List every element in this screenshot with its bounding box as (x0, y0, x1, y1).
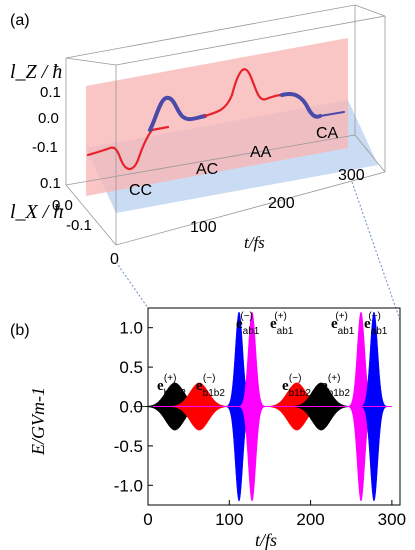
annotation-5: eb1b2(−) (282, 373, 311, 399)
annotation-2: eb1b2(−) (196, 373, 225, 399)
pulse-annotations: eb1b2(+) eb1b2(−) eab1(−) eab1(+) eb1b2(… (157, 311, 388, 399)
t-tick-label: 0 (110, 251, 119, 268)
y-tick-label: 0.0 (119, 398, 143, 417)
t-ticks-a: 0 100 200 300 (110, 167, 365, 268)
lz-tick-label: 0.1 (40, 84, 61, 101)
pulse-series (133, 311, 392, 502)
segment-label-ac: AC (196, 161, 218, 178)
panel-a-label: (a) (10, 12, 30, 29)
panel-b: (b) -1.0-0.50.00.51.00 100 200 300 E/GVm-1 … (10, 307, 406, 550)
lx-axis-label: l_X / ħ (10, 201, 63, 223)
y-axis-label-b: E/GVm-1 (28, 387, 48, 456)
annotation-6: eb1b2(+) (321, 373, 350, 399)
lx-ticks: 0.1 0.0 -0.1 (40, 175, 92, 234)
x-tick-label: 0 (143, 510, 152, 529)
angular-momentum-trajectory (86, 68, 345, 171)
t-axis-label-a: t/fs (244, 233, 265, 252)
projection-line-left (115, 261, 149, 309)
red-plane (86, 38, 348, 196)
annotation-8: eab1(−) (364, 311, 388, 337)
t-tick-label: 300 (338, 167, 365, 184)
box-frame (65, 4, 386, 246)
annotation-7: eab1(+) (331, 311, 355, 337)
lx-tick-label: 0.1 (40, 175, 61, 192)
segment-label-aa: AA (250, 144, 272, 161)
trajectory-aa (203, 68, 284, 118)
panel-b-label: (b) (10, 322, 30, 339)
lz-ticks: 0.1 0.0 -0.1 (32, 84, 61, 156)
lz-tick-label: 0.0 (38, 110, 59, 127)
axes-b: -1.0 -0.5 0.0 0.5 1.0 0 100 200 300 (114, 319, 406, 529)
y-tick-label: -0.5 (114, 437, 143, 456)
lx-tick-label: -0.1 (66, 217, 92, 234)
x-tick-label: 200 (296, 510, 324, 529)
segment-label-ca: CA (316, 125, 339, 142)
trajectory-tail (319, 111, 345, 117)
annotation-4: eab1(+) (270, 311, 294, 337)
lx-tick-label: 0.0 (52, 197, 73, 214)
panel-a: (a) 0.1 0.0 -0.1 l_Z / ħ (10, 4, 401, 321)
segment-label-cc: CC (129, 182, 152, 199)
projection-line-right (351, 181, 401, 321)
lz-axis-label: l_Z / ħ (10, 61, 62, 83)
y-tick-label: -1.0 (114, 476, 143, 495)
annotation-1: eb1b2(+) (157, 373, 186, 399)
x-axis-label-b: t/fs (255, 530, 277, 550)
annotation-3: eab1(−) (236, 311, 260, 337)
y-tick-label: 1.0 (119, 319, 143, 338)
t-tick-label: 200 (268, 195, 295, 212)
t-tick-label: 100 (190, 219, 217, 236)
trajectory-cc (86, 125, 170, 171)
y-tick-label: 0.5 (119, 358, 143, 377)
trajectory-ca (280, 92, 322, 119)
x-tick-label: 300 (378, 510, 406, 529)
x-tick-label: 100 (215, 510, 243, 529)
trajectory-ac (148, 95, 207, 132)
lz-tick-label: -0.1 (32, 139, 58, 156)
